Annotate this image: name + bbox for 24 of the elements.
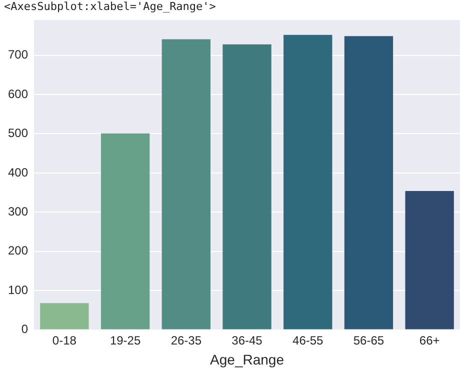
bar: [100, 133, 150, 330]
x-tick-label: 56-65: [353, 333, 384, 348]
x-tick-label: 46-55: [292, 333, 324, 348]
x-tick-label: 36-45: [232, 333, 263, 348]
y-tick-label: 200: [8, 244, 28, 258]
y-tick-label: 100: [8, 282, 28, 297]
x-tick-label: 66+: [419, 333, 440, 348]
y-tick-label: 400: [8, 165, 28, 180]
y-tick-label: 300: [8, 204, 28, 218]
x-axis-title: Age_Range: [210, 351, 284, 368]
y-tick-label: 0: [21, 322, 28, 336]
y-tick-label: 600: [8, 86, 28, 101]
y-tick-label: 500: [8, 126, 28, 140]
y-tick-label: 700: [8, 48, 28, 62]
x-tick-label: 26-35: [170, 333, 202, 348]
x-tick-label: 19-25: [110, 333, 141, 348]
bar: [222, 44, 272, 330]
bar: [284, 34, 332, 330]
bar: [162, 39, 210, 330]
bar: [344, 36, 394, 330]
bar: [40, 303, 89, 330]
x-tick-label: 0-18: [52, 333, 77, 348]
bar: [405, 190, 454, 330]
text: <AxesSubplot:xlabel='Age_Range'>: [4, 0, 216, 13]
